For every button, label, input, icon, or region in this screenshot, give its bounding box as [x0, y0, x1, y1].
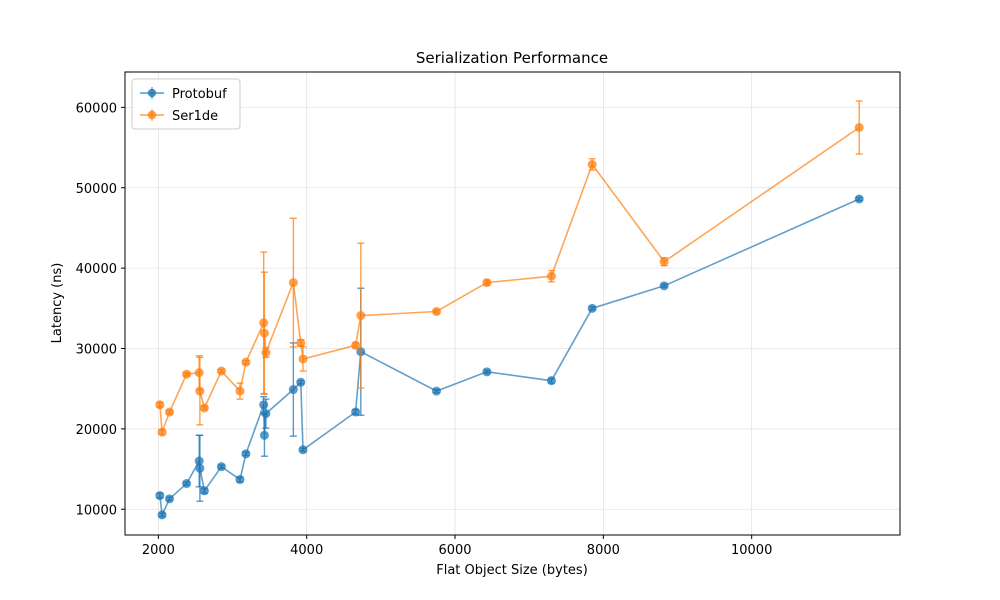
data-point	[261, 409, 271, 419]
data-point	[288, 385, 298, 395]
data-point	[259, 328, 269, 338]
x-axis-label: Flat Object Size (bytes)	[436, 563, 588, 578]
data-point	[194, 456, 204, 466]
plot-frame	[124, 71, 901, 536]
data-point	[199, 486, 209, 496]
data-point	[194, 368, 204, 378]
data-point	[351, 407, 361, 417]
y-tick-label: 10000	[76, 503, 117, 518]
data-point	[296, 338, 306, 348]
axis-ticks: 2000 4000 6000 8000 10000 10000 20000 30000 4000…	[76, 101, 773, 558]
data-point	[546, 376, 556, 386]
data-point	[157, 427, 167, 437]
data-point	[182, 369, 192, 379]
legend-item-ser1de: Ser1de	[140, 109, 218, 124]
y-axis-label: Latency (ns)	[50, 263, 65, 344]
legend-marker	[147, 88, 157, 98]
legend-item-protobuf: Protobuf	[140, 87, 227, 102]
y-tick-label: 20000	[76, 423, 117, 438]
data-point	[199, 403, 209, 413]
y-tick-label: 40000	[76, 262, 117, 277]
data-point	[546, 271, 556, 281]
data-point	[216, 462, 226, 472]
legend-box	[131, 78, 241, 130]
data-point	[241, 357, 251, 367]
data-point	[482, 278, 492, 288]
data-point	[587, 303, 597, 313]
data-point	[288, 278, 298, 288]
data-point	[298, 354, 308, 364]
x-tick-label: 6000	[438, 543, 471, 558]
legend-marker	[147, 110, 157, 120]
data-point	[241, 449, 251, 459]
data-point	[356, 311, 366, 321]
y-tick-label: 60000	[76, 101, 117, 116]
chart-title: Serialization Performance	[416, 49, 608, 67]
data-point	[157, 510, 167, 520]
data-point	[155, 400, 165, 410]
data-point	[155, 491, 165, 501]
x-tick-label: 4000	[290, 543, 323, 558]
data-point	[296, 377, 306, 387]
data-point	[182, 479, 192, 489]
legend-label: Ser1de	[172, 109, 218, 124]
x-tick-label: 2000	[142, 543, 175, 558]
data-point	[431, 386, 441, 396]
data-point	[259, 400, 269, 410]
legend-label: Protobuf	[172, 87, 227, 102]
data-point	[235, 386, 245, 396]
data-point	[659, 281, 669, 291]
data-point	[259, 430, 269, 440]
data-point	[195, 463, 205, 473]
data-point	[259, 318, 269, 328]
data-point	[164, 494, 174, 504]
plot-series	[155, 100, 864, 520]
data-point	[854, 194, 864, 204]
data-point	[298, 445, 308, 455]
data-point	[261, 348, 271, 358]
data-point	[587, 159, 597, 169]
y-tick-label: 50000	[76, 182, 117, 197]
data-point	[164, 407, 174, 417]
data-point	[431, 307, 441, 317]
y-tick-label: 30000	[76, 343, 117, 358]
x-tick-label: 10000	[731, 543, 772, 558]
data-point	[235, 475, 245, 485]
series-ser1de	[155, 100, 864, 437]
data-point	[216, 366, 226, 376]
data-point	[659, 257, 669, 267]
data-point	[482, 367, 492, 377]
data-point	[351, 340, 361, 350]
grid	[125, 72, 900, 535]
data-point	[854, 122, 864, 132]
data-point	[195, 386, 205, 396]
series-protobuf	[155, 194, 864, 520]
x-tick-label: 8000	[587, 543, 620, 558]
legend: Protobuf Ser1de	[131, 78, 241, 130]
